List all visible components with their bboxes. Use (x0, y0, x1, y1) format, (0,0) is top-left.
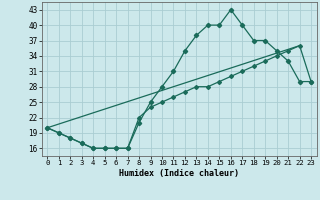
X-axis label: Humidex (Indice chaleur): Humidex (Indice chaleur) (119, 169, 239, 178)
